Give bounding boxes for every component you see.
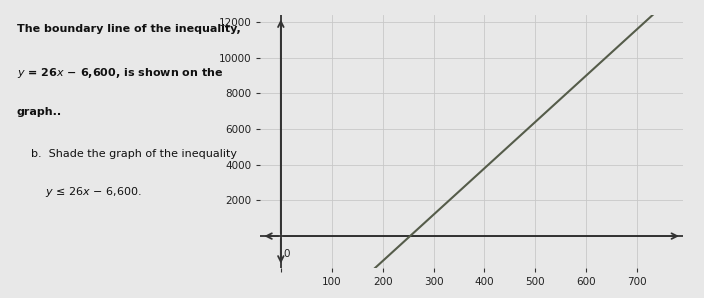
Text: b.  Shade the graph of the inequality: b. Shade the graph of the inequality [17,149,237,159]
Text: $y$ ≤ 26$x$ − 6,600.: $y$ ≤ 26$x$ − 6,600. [17,185,142,199]
Text: The boundary line of the inequality,: The boundary line of the inequality, [17,24,241,34]
Text: $y$ = 26$x$ − 6,600, is shown on the: $y$ = 26$x$ − 6,600, is shown on the [17,66,223,80]
Text: 0: 0 [284,249,290,259]
Text: graph..: graph.. [17,107,62,117]
